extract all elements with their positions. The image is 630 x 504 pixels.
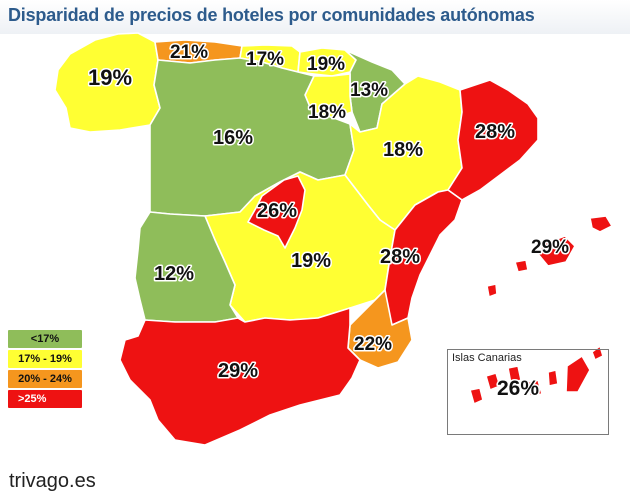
canarias-label: Islas Canarias: [452, 352, 522, 364]
legend-item-mid: 17% - 19%: [8, 350, 82, 368]
value-madrid: 26%: [257, 200, 297, 222]
value-galicia: 19%: [88, 65, 132, 90]
legend-item-high: 20% - 24%: [8, 370, 82, 388]
region-comunidad-valenciana[interactable]: [377, 189, 463, 326]
region-baleares[interactable]: [486, 215, 613, 298]
value-asturias: 21%: [170, 42, 208, 63]
region-andalucia[interactable]: [119, 307, 361, 446]
canarias-inset: Islas Canarias: [447, 349, 609, 435]
value-cataluna: 28%: [475, 121, 515, 143]
legend: <17% 17% - 19% 20% - 24% >25%: [8, 330, 82, 410]
value-cantabria: 17%: [246, 49, 284, 70]
value-castilla-y-leon: 16%: [213, 127, 253, 149]
region-madrid[interactable]: [247, 175, 306, 249]
header-bar: Disparidad de precios de hoteles por com…: [0, 0, 630, 34]
value-andalucia: 29%: [218, 360, 258, 382]
value-murcia: 22%: [354, 334, 392, 355]
value-castilla-la-mancha: 19%: [291, 250, 331, 272]
value-extremadura: 12%: [154, 263, 194, 285]
value-aragon: 18%: [383, 139, 423, 161]
value-pais-vasco: 19%: [307, 54, 345, 75]
region-canarias[interactable]: [469, 345, 604, 405]
value-comunidad-valenciana: 28%: [380, 246, 420, 268]
value-canarias: 26%: [497, 377, 539, 400]
value-baleares: 29%: [531, 237, 569, 258]
brand-logo-text: trivago.es: [9, 470, 96, 492]
page-title: Disparidad de precios de hoteles por com…: [8, 5, 535, 25]
region-cataluna[interactable]: [447, 79, 539, 201]
legend-item-low: <17%: [8, 330, 82, 348]
legend-item-top: >25%: [8, 390, 82, 408]
value-la-rioja: 18%: [308, 102, 346, 123]
value-navarra: 13%: [350, 80, 388, 101]
